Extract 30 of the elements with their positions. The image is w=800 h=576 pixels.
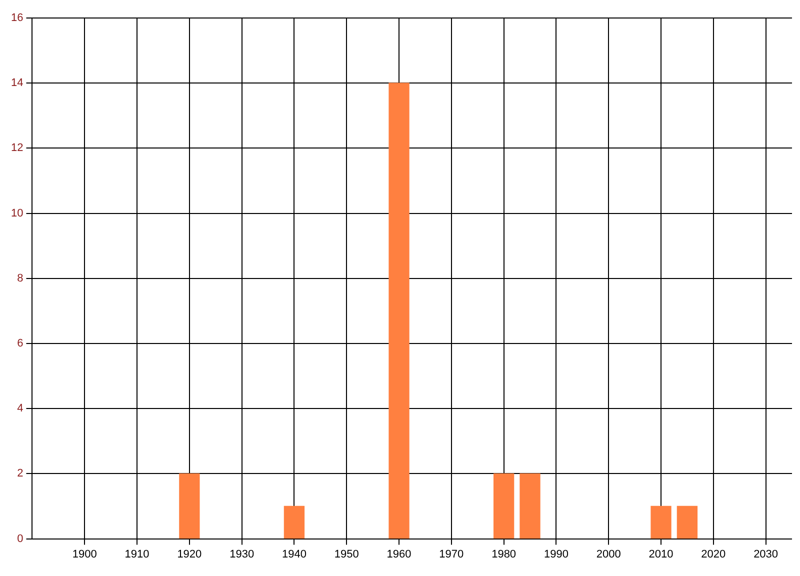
x-tick-label: 1940 xyxy=(282,548,306,560)
bar xyxy=(520,473,540,539)
x-tick-label: 1990 xyxy=(544,548,568,560)
y-tick-label: 2 xyxy=(17,468,24,480)
x-tick-label: 2020 xyxy=(701,548,726,560)
x-tick-label: 1960 xyxy=(386,548,412,560)
x-tick-label: 1930 xyxy=(230,548,254,560)
y-tick-label: 10 xyxy=(10,207,24,220)
y-tick-label: 8 xyxy=(17,272,24,284)
y-tick-label: 12 xyxy=(10,142,24,154)
x-tick-label: 1970 xyxy=(439,548,464,560)
y-tick-label: 4 xyxy=(17,402,24,415)
x-tick-label: 2010 xyxy=(648,548,674,560)
y-tick-label: 16 xyxy=(10,12,24,24)
bar xyxy=(493,473,514,539)
x-tick-label: 1900 xyxy=(72,548,97,560)
bar xyxy=(179,473,200,539)
x-tick-label: 1980 xyxy=(492,548,516,560)
y-tick-label: 0 xyxy=(17,532,24,545)
x-tick-label: 2000 xyxy=(596,548,621,560)
bar xyxy=(388,82,410,539)
x-tick-label: 1950 xyxy=(334,548,359,560)
y-tick-label: 14 xyxy=(10,77,24,90)
bar xyxy=(650,506,672,539)
x-tick-label: 1910 xyxy=(124,548,150,560)
x-tick-label: 2030 xyxy=(754,548,778,560)
x-tick-label: 1920 xyxy=(177,548,202,560)
bar xyxy=(284,506,305,539)
bar xyxy=(676,506,698,539)
y-tick-label: 6 xyxy=(17,338,24,350)
